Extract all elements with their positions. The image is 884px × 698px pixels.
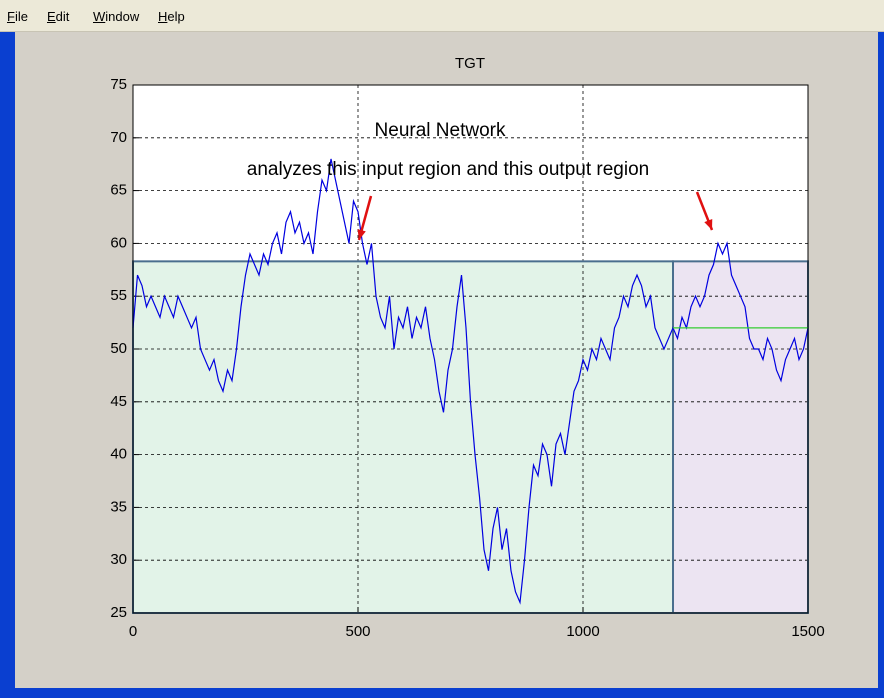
menu-item[interactable]: Help	[158, 9, 185, 24]
menu-item[interactable]: Window	[93, 9, 140, 24]
annotation: Neural Network	[375, 120, 506, 141]
y-tick-label: 55	[110, 287, 127, 304]
y-tick-label: 25	[110, 604, 127, 621]
arrow-head	[704, 219, 713, 230]
y-tick-label: 60	[110, 234, 127, 251]
x-tick-label: 500	[345, 623, 370, 640]
menu-bar: File Edit Window Help	[0, 0, 884, 32]
annotation: analyzes this input region and this outp…	[247, 159, 649, 180]
x-tick-label: 0	[129, 623, 137, 640]
menu-item[interactable]: File	[7, 9, 28, 24]
chart-title: TGT	[455, 55, 485, 72]
y-tick-label: 50	[110, 340, 127, 357]
y-tick-label: 75	[110, 76, 127, 93]
x-tick-label: 1000	[566, 623, 599, 640]
arrow-head	[357, 229, 366, 240]
menu-item[interactable]: Edit	[47, 9, 70, 24]
y-tick-label: 35	[110, 498, 127, 515]
data-line	[132, 158, 809, 605]
y-tick-label: 45	[110, 393, 127, 410]
y-tick-label: 65	[110, 182, 127, 199]
x-tick-label: 1500	[791, 623, 824, 640]
y-tick-label: 40	[110, 446, 127, 463]
y-tick-label: 30	[110, 551, 127, 568]
region	[673, 261, 808, 613]
y-tick-label: 70	[110, 129, 127, 146]
axes-box	[132, 84, 809, 614]
